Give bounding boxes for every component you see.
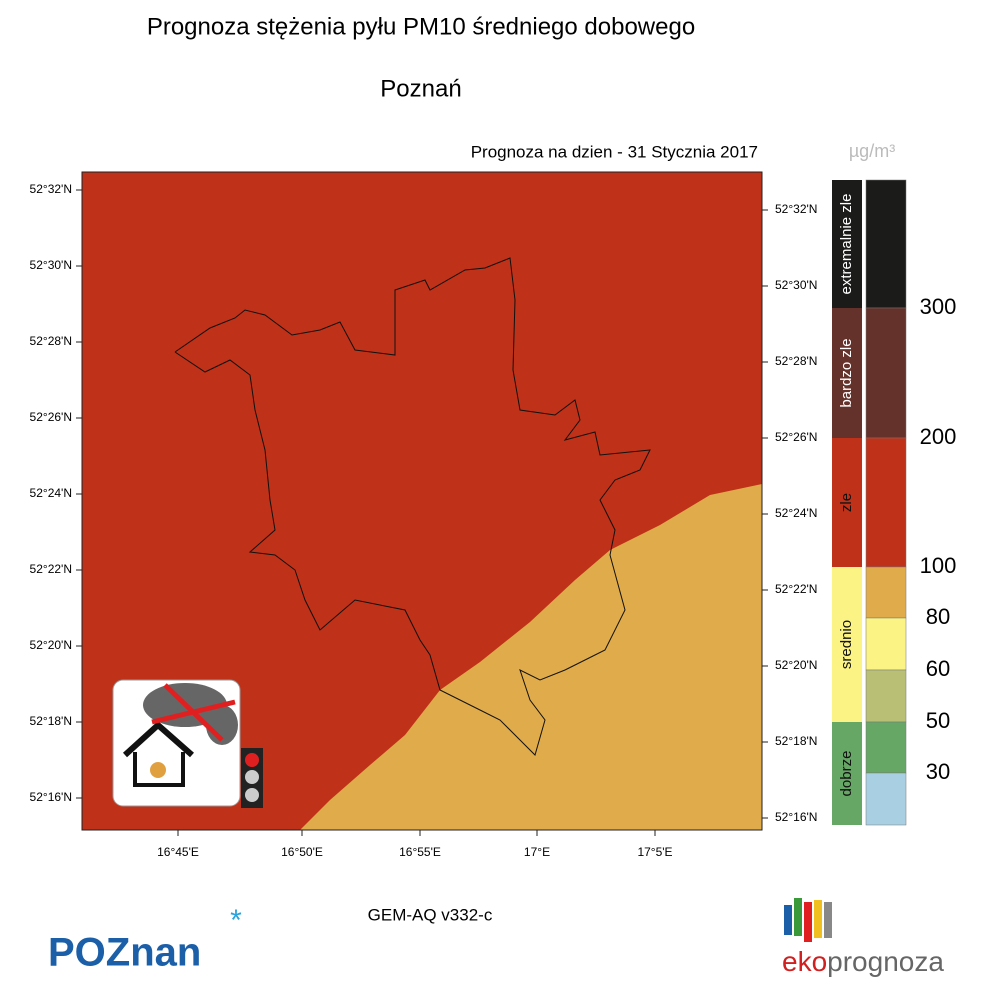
icon [112, 679, 263, 808]
logo-bar [804, 902, 812, 942]
model-name: GEM-AQ v332-c [368, 905, 493, 924]
logo-eko: eko [782, 946, 827, 977]
lon-tick-label: 17°5'E [637, 845, 672, 859]
scale-box [865, 617, 907, 671]
scale-box [865, 721, 907, 774]
lat-tick-label-left: 52°16'N [30, 790, 72, 804]
lat-tick-label-right: 52°22'N [775, 582, 817, 596]
city-boundary [174, 257, 651, 756]
lon-tick-label: 17°E [524, 845, 550, 859]
house-roof [122, 720, 194, 758]
scale-box [865, 566, 907, 619]
fire [150, 762, 166, 778]
class-label: bardzo zle [838, 338, 855, 407]
class-box [832, 308, 862, 438]
lat-tick-label-left: 52°24'N [30, 486, 72, 500]
scale-box [865, 669, 907, 723]
map [81, 171, 763, 831]
threshold-label: 100 [920, 553, 957, 578]
logo-ekoprognoza: ekoprognoza [782, 946, 944, 977]
class-label: zle [838, 493, 855, 512]
threshold-label: 200 [920, 424, 957, 449]
lat-tick-label-left: 52°26'N [30, 410, 72, 424]
lat-tick-label-right: 52°24'N [775, 506, 817, 520]
title: Prognoza stężenia pyłu PM10 średniego do… [147, 13, 695, 40]
logo-bar [824, 902, 832, 938]
forecast-date: Prognoza na dzien - 31 Stycznia 2017 [471, 142, 758, 161]
threshold-label: 30 [926, 759, 950, 784]
lat-tick-label-right: 52°26'N [775, 430, 817, 444]
lat-tick-label-right: 52°18'N [775, 734, 817, 748]
lat-tick-label-right: 52°20'N [775, 658, 817, 672]
logo-bar [814, 900, 822, 938]
lat-tick-label-left: 52°30'N [30, 258, 72, 272]
class-label: extremalnie zle [838, 194, 855, 295]
legend: µg/m³ extremalnie zle bardzo zle zle sredni… [832, 141, 957, 826]
scale-box [865, 437, 907, 568]
lat-tick-label-left: 52°32'N [30, 182, 72, 196]
area-moderate [300, 484, 762, 830]
lat-tick-label-left: 52°28'N [30, 334, 72, 348]
class-label: srednio [838, 620, 855, 669]
cross [151, 699, 236, 725]
threshold-label: 80 [926, 604, 950, 629]
lat-tick-label-right: 52°32'N [775, 202, 817, 216]
lat-tick-label-right: 52°16'N [775, 810, 817, 824]
subtitle: Poznań [380, 75, 461, 102]
logo-prognoza: prognoza [827, 946, 944, 977]
lon-tick-label: 16°45'E [157, 845, 199, 859]
logo-poznan: POZnan [48, 931, 201, 975]
logo-bar [784, 905, 792, 935]
logo-star: * [230, 904, 242, 937]
threshold-label: 50 [926, 708, 950, 733]
class-box [832, 567, 862, 722]
lon-tick-label: 16°50'E [281, 845, 323, 859]
logo-eko-bars [784, 898, 832, 942]
lon-tick-label: 16°55'E [399, 845, 441, 859]
house-wall [133, 752, 185, 787]
class-box [832, 438, 862, 567]
class-box [832, 722, 862, 825]
light-red [245, 753, 259, 767]
lat-tick-label-right: 52°30'N [775, 278, 817, 292]
class-box [832, 180, 862, 308]
scale-box [865, 179, 907, 309]
logo-bar [794, 898, 802, 936]
threshold-label: 60 [926, 656, 950, 681]
light [245, 770, 259, 784]
lat-tick-label-left: 52°20'N [30, 638, 72, 652]
class-label: dobrze [838, 751, 855, 797]
lat-tick-label-left: 52°18'N [30, 714, 72, 728]
scale-box [865, 772, 907, 826]
light [245, 788, 259, 802]
scale-box [865, 307, 907, 439]
threshold-label: 300 [920, 294, 957, 319]
map-frame [81, 171, 763, 831]
unit: µg/m³ [849, 141, 895, 161]
lat-tick-label-right: 52°28'N [775, 354, 817, 368]
lat-tick-label-left: 52°22'N [30, 562, 72, 576]
